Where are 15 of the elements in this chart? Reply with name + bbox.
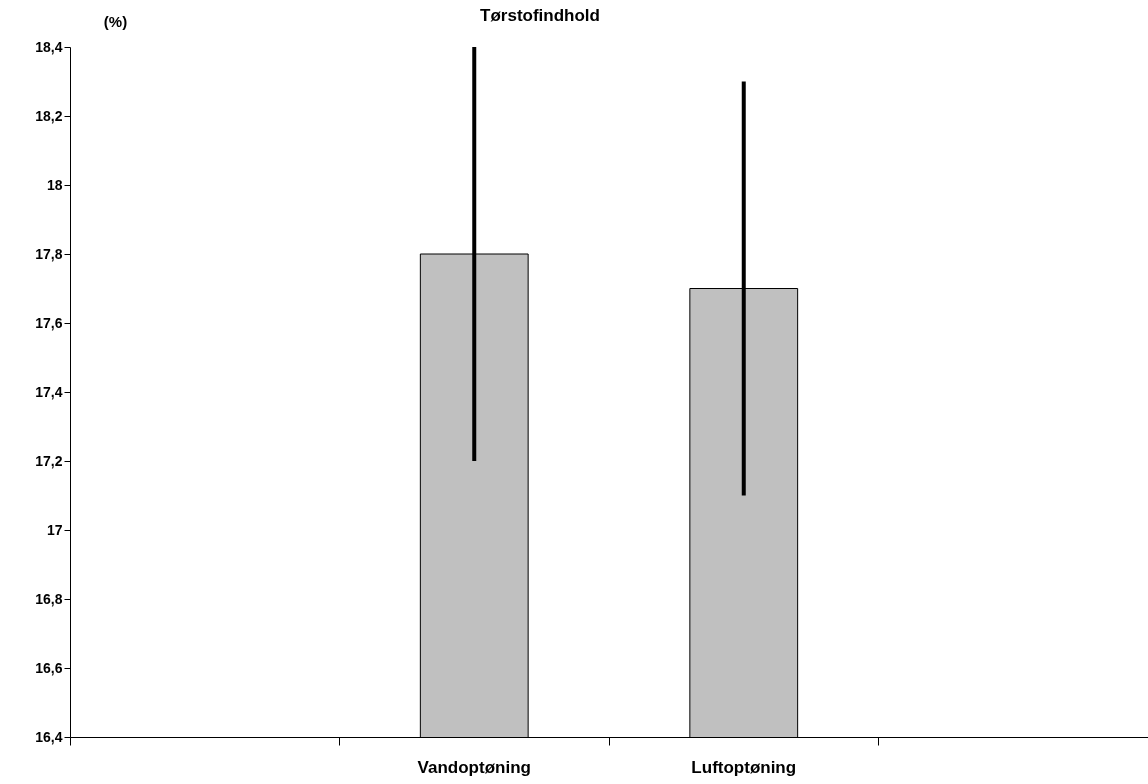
y-tick-label: 17,2 [35,452,63,469]
y-tick-label: 17,8 [35,245,63,262]
y-tick-label: 16,6 [35,659,63,676]
y-tick-label: 17,6 [35,314,63,331]
y-tick-label: 18,2 [35,107,63,124]
x-tick-label: Luftoptøning [691,757,797,777]
y-tick-label: 16,4 [35,728,63,745]
chart-title: Tørstofindhold [480,6,600,25]
y-tick-label: 17,4 [35,383,63,400]
y-tick-label: 16,8 [35,590,63,607]
y-tick-label: 17 [46,521,63,538]
y-tick-label: 18 [46,176,63,193]
y-axis-title: (%) [103,12,128,30]
x-tick-label: Vandoptøning [417,757,531,777]
y-tick-label: 18,4 [35,38,63,55]
